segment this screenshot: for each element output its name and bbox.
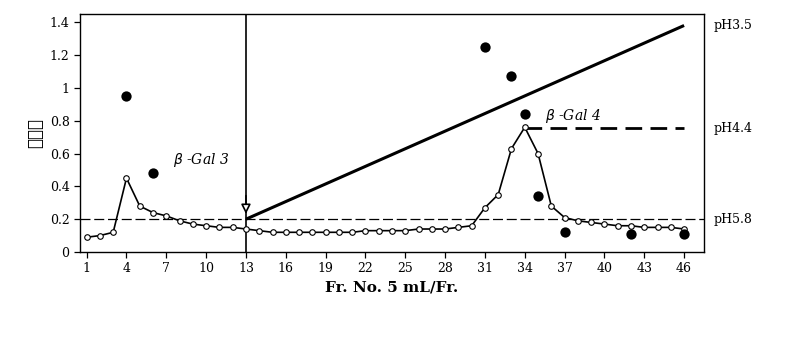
Text: pH3.5: pH3.5 — [714, 19, 752, 32]
Point — [518, 111, 531, 117]
Text: pH5.8: pH5.8 — [714, 213, 752, 226]
X-axis label: Fr. No. 5 mL/Fr.: Fr. No. 5 mL/Fr. — [326, 281, 458, 295]
Y-axis label: 吸光度: 吸光度 — [26, 118, 44, 148]
Point — [625, 231, 638, 237]
Point — [558, 230, 571, 235]
Text: pH4.4: pH4.4 — [714, 121, 752, 135]
Point — [120, 93, 133, 99]
Point — [678, 231, 690, 237]
Point — [505, 74, 518, 79]
Point — [146, 170, 159, 176]
Point — [532, 194, 545, 199]
Text: $\beta$ -Gal 3: $\beta$ -Gal 3 — [173, 151, 230, 169]
Point — [478, 44, 491, 50]
Text: $\beta$ -Gal 4: $\beta$ -Gal 4 — [545, 107, 601, 125]
